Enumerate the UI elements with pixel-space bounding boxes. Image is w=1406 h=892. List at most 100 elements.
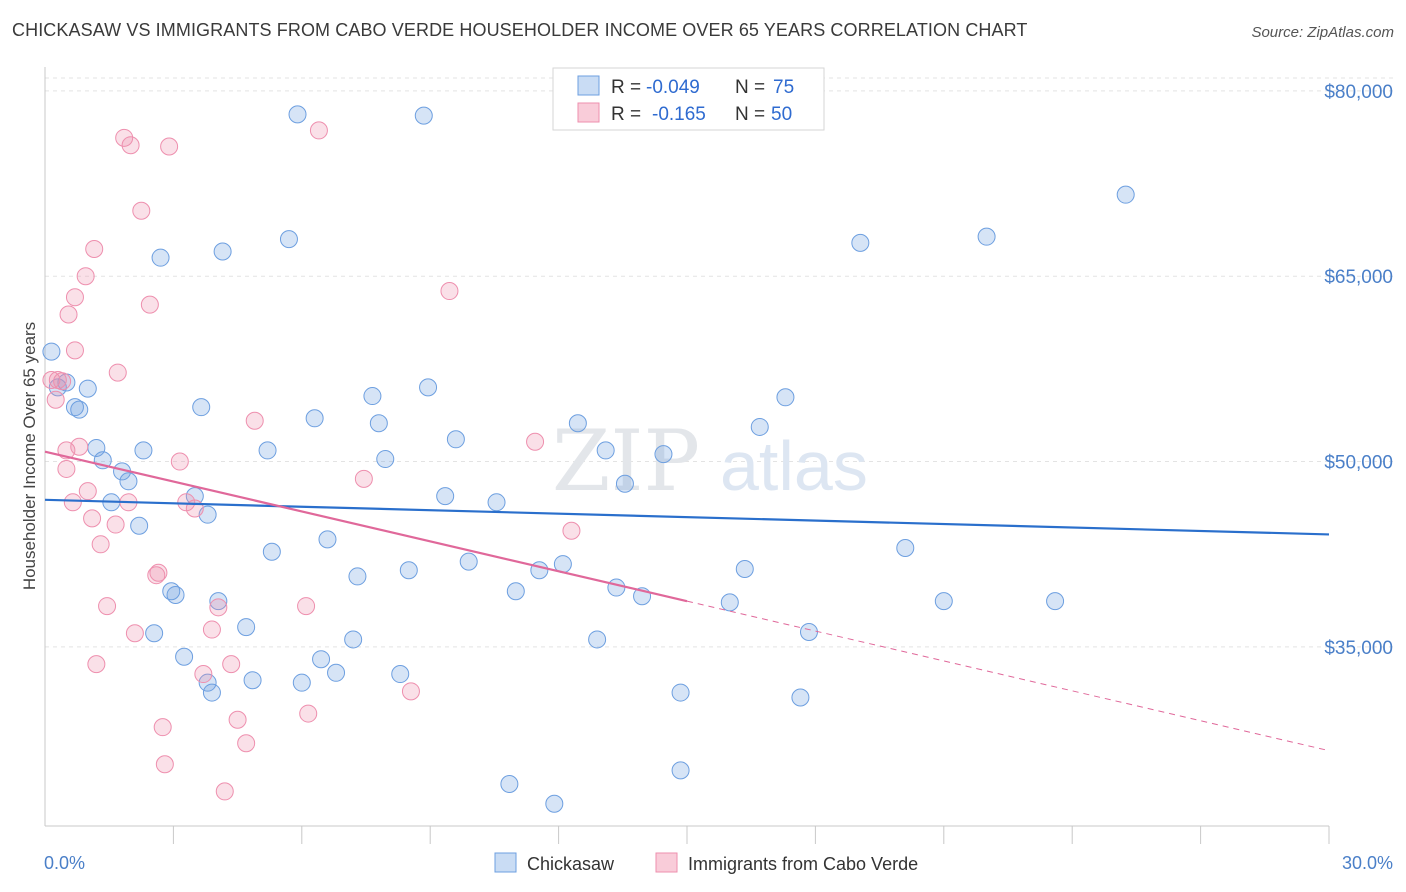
chickasaw-point [735, 560, 754, 579]
chart-title: CHICKASAW VS IMMIGRANTS FROM CABO VERDE … [12, 20, 1028, 40]
chickasaw-point [459, 552, 478, 571]
chickasaw-point [198, 673, 217, 692]
legend-r-label-2: R = [611, 104, 641, 125]
cabo-verde-point [65, 341, 84, 360]
watermark-atlas: atlas [720, 427, 868, 505]
cabo-verde-point [106, 515, 125, 534]
cabo-verde-trend-extension [686, 600, 1330, 752]
cabo-verde-point [85, 240, 104, 259]
cabo-verde-point [121, 136, 140, 155]
grid-lines [45, 77, 1393, 648]
chickasaw-point [436, 487, 455, 506]
chickasaw-point [202, 683, 221, 702]
chickasaw-point [344, 630, 363, 649]
chickasaw-point [134, 441, 153, 460]
cabo-verde-point [440, 282, 459, 301]
chickasaw-point [312, 650, 331, 669]
cabo-verde-point [78, 482, 97, 501]
chickasaw-point [243, 671, 262, 690]
legend-swatch-chickasaw [494, 852, 517, 873]
legend-n-label-2: N = [735, 104, 765, 125]
x-tick-label-min: 0.0% [44, 853, 85, 873]
chickasaw-point [414, 106, 433, 125]
cabo-verde-point [299, 704, 318, 723]
stats-legend-swatch-cabo-verde [577, 102, 600, 123]
chickasaw-point [151, 248, 170, 267]
chickasaw-point [78, 379, 97, 398]
chickasaw-point [506, 582, 525, 601]
legend-n-value-2: 50 [771, 104, 792, 125]
legend-r-value-2: -0.165 [652, 104, 706, 125]
cabo-verde-point [309, 121, 328, 140]
cabo-verde-point [147, 566, 166, 585]
legend-n-label-1: N = [735, 77, 765, 98]
cabo-verde-point [222, 655, 241, 674]
chickasaw-point [119, 472, 138, 491]
y-tick-label: $50,000 [1324, 453, 1393, 474]
chickasaw-point [399, 561, 418, 580]
chickasaw-point [237, 618, 256, 637]
legend-label-cabo-verde: Immigrants from Cabo Verde [688, 854, 918, 874]
chickasaw-point [671, 683, 690, 702]
cabo-verde-point [53, 372, 72, 391]
chickasaw-point [977, 227, 996, 246]
chickasaw-point [671, 761, 690, 780]
cabo-verde-point [215, 782, 234, 801]
cabo-verde-point [297, 597, 316, 616]
chickasaw-point [1116, 185, 1135, 204]
chickasaw-point [1046, 592, 1065, 611]
cabo-verde-point [140, 295, 159, 314]
cabo-verde-point [237, 734, 256, 753]
chickasaw-point [391, 665, 410, 684]
cabo-verde-point [153, 718, 172, 737]
bottom-legend: Chickasaw Immigrants from Cabo Verde [494, 852, 918, 874]
cabo-verde-point [108, 363, 127, 382]
cabo-verde-point [76, 267, 95, 286]
cabo-verde-point [91, 535, 110, 554]
cabo-verde-point [401, 682, 420, 701]
cabo-verde-point [526, 432, 545, 451]
chickasaw-point [42, 342, 61, 361]
cabo-verde-point [209, 598, 228, 617]
chickasaw-point [305, 409, 324, 428]
chickasaw-point [279, 230, 298, 249]
chickasaw-point [175, 647, 194, 666]
legend-r-label-1: R = [611, 77, 641, 98]
axes [44, 67, 1330, 844]
cabo-verde-point [155, 755, 174, 774]
source-credit: Source: ZipAtlas.com [1251, 24, 1394, 41]
chickasaw-point [615, 474, 634, 493]
cabo-verde-point [228, 710, 247, 729]
y-tick-labels: $80,000 $65,000 $50,000 $35,000 [1324, 82, 1393, 659]
chickasaw-point [419, 378, 438, 397]
trend-lines [44, 450, 1330, 752]
chickasaw-point [607, 578, 626, 597]
stats-legend: R = -0.049 N = 75 R = -0.165 N = 50 [552, 67, 825, 131]
cabo-verde-point [57, 459, 76, 478]
chickasaw-point [588, 630, 607, 649]
chickasaw-point [145, 624, 164, 643]
cabo-verde-point [132, 201, 151, 220]
chickasaw-trend-line [44, 498, 1330, 536]
chickasaw-point [318, 530, 337, 549]
cabo-verde-point [160, 137, 179, 156]
x-tick-label-max: 30.0% [1342, 853, 1393, 873]
chickasaw-point [545, 794, 564, 813]
chickasaw-point [791, 688, 810, 707]
cabo-verde-point [149, 563, 168, 582]
cabo-verde-trend-line [44, 450, 688, 603]
chickasaw-point [262, 542, 281, 561]
y-tick-label: $35,000 [1324, 638, 1393, 659]
chickasaw-point [369, 414, 388, 433]
cabo-verde-point [354, 469, 373, 488]
legend-r-value-1: -0.049 [646, 77, 700, 98]
chickasaw-point [487, 493, 506, 512]
cabo-verde-point [87, 655, 106, 674]
chickasaw-point [720, 593, 739, 612]
chickasaw-point [213, 242, 232, 261]
cabo-verde-point [194, 665, 213, 684]
cabo-verde-point [98, 597, 117, 616]
chickasaw-points [42, 105, 1135, 813]
cabo-verde-point [185, 499, 204, 518]
